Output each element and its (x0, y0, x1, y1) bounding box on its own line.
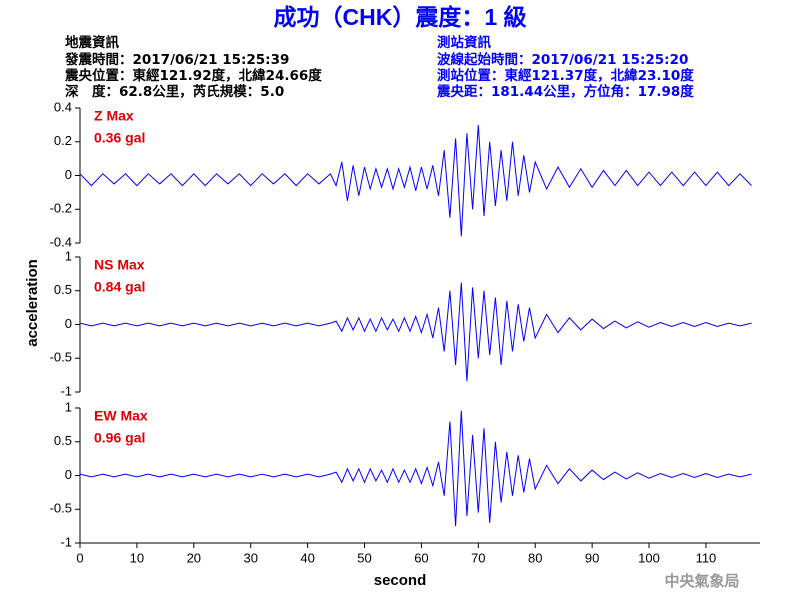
waveform (79, 410, 752, 527)
panel-annotation: 0.96 gal (94, 430, 145, 446)
y-tick-label: -0.5 (50, 350, 72, 365)
y-tick-label: 0 (65, 467, 72, 482)
panel-label: NS Max (94, 257, 145, 273)
x-tick-label: 80 (528, 550, 542, 565)
info-line: 震央位置：東經121.92度，北緯24.66度 (64, 67, 322, 84)
footer: 中央氣象局 (664, 572, 739, 590)
y-tick-label: -1 (60, 383, 72, 398)
waveform (79, 124, 752, 237)
y-tick-label: -0.5 (50, 501, 72, 516)
panel-annotation: 0.36 gal (94, 130, 145, 146)
y-tick-label: 0.2 (54, 133, 72, 148)
info-line: 發震時間：2017/06/21 15:25:39 (64, 51, 289, 68)
y-tick-label: 0.4 (54, 99, 72, 114)
info-line: 地震資訊 (65, 34, 119, 51)
x-tick-label: 50 (357, 550, 371, 565)
y-tick-label: -0.4 (50, 234, 72, 249)
y-tick-label: 1 (65, 248, 72, 263)
x-tick-label: 20 (187, 550, 201, 565)
x-tick-label: 40 (300, 550, 314, 565)
x-tick-label: 0 (76, 550, 83, 565)
x-tick-label: 10 (130, 550, 144, 565)
panel-label: EW Max (94, 408, 148, 424)
info-line: 測站位置：東經121.37度，北緯23.10度 (437, 67, 694, 84)
x-tick-label: 100 (638, 550, 660, 565)
y-tick-label: 1 (65, 399, 72, 414)
chart-title: 成功（CHK）震度：1 級 (273, 4, 526, 30)
info-line: 波線起始時間：2017/06/21 15:25:20 (437, 51, 688, 68)
y-tick-label: 0 (65, 316, 72, 331)
y-tick-label: -0.2 (50, 201, 72, 216)
y-tick-label: 0 (65, 167, 72, 182)
x-tick-label: 110 (696, 550, 717, 565)
panel-annotation: 0.84 gal (94, 279, 145, 295)
waveform (79, 282, 752, 382)
y-axis-label: acceleration (24, 259, 41, 347)
x-axis-label: second (374, 572, 427, 589)
x-tick-label: 90 (585, 550, 599, 565)
x-tick-label: 70 (471, 550, 485, 565)
y-tick-label: 0.5 (54, 433, 72, 448)
info-line: 震央距：181.44公里，方位角：17.98度 (436, 83, 694, 100)
panel-label: Z Max (94, 108, 134, 124)
x-tick-label: 60 (414, 550, 428, 565)
y-tick-label: -1 (60, 534, 72, 549)
info-line: 測站資訊 (437, 34, 491, 51)
info-line: 深 度：62.8公里，芮氏規模：5.0 (65, 83, 284, 100)
y-tick-label: 0.5 (54, 282, 72, 297)
x-tick-label: 30 (243, 550, 257, 565)
